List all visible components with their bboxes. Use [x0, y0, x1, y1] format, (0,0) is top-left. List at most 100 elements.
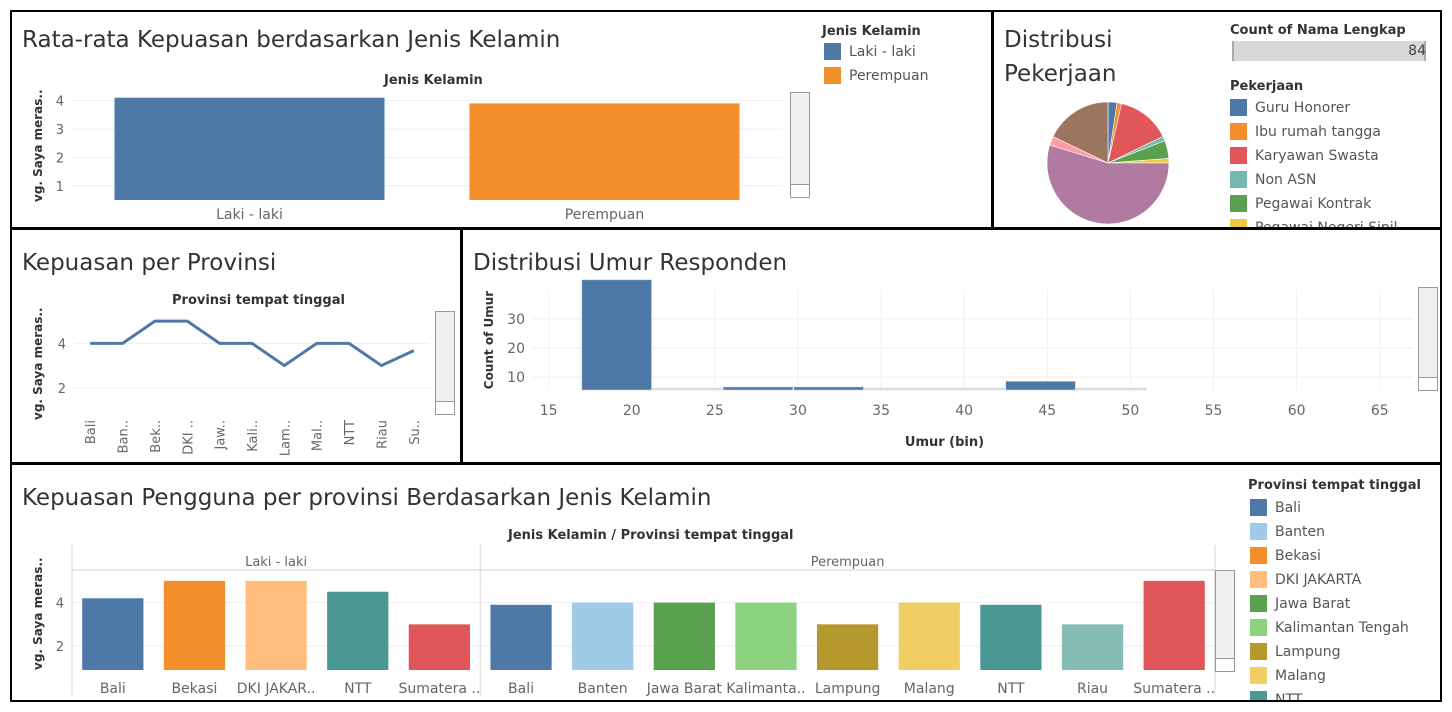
legend-label: Pegawai Negeri Sipil: [1255, 220, 1398, 229]
legend-item[interactable]: Guru Honorer: [1230, 99, 1350, 117]
y-tick-label: 1: [56, 180, 64, 195]
scrollbar-thumb[interactable]: [436, 401, 454, 414]
bar[interactable]: [816, 624, 879, 670]
y-tick-label: 2: [56, 640, 64, 655]
bar[interactable]: [735, 602, 797, 670]
bar-chart-gender[interactable]: 1 2 3 4 vg. Saya meras.. Laki - laki Perempuan: [12, 12, 812, 227]
pie-slice[interactable]: [1046, 144, 1170, 225]
x-tick-label: NTT: [344, 681, 372, 697]
legend-title: Pekerjaan: [1230, 79, 1304, 94]
bar[interactable]: [898, 602, 960, 670]
x-tick-label: 65: [1371, 403, 1389, 419]
histogram-bar[interactable]: [581, 279, 652, 391]
legend-item[interactable]: Banten: [1250, 523, 1325, 541]
legend-label: Non ASN: [1255, 172, 1317, 188]
legend-item[interactable]: Pegawai Kontrak: [1230, 195, 1371, 213]
pie-slice[interactable]: [1107, 103, 1164, 164]
legend-item[interactable]: Bali: [1250, 499, 1301, 517]
legend-label: Perempuan: [849, 68, 929, 84]
y-tick-label: 10: [507, 370, 525, 386]
x-tick-label: 30: [789, 403, 807, 419]
histogram-bar[interactable]: [1005, 381, 1076, 391]
bar[interactable]: [163, 580, 226, 670]
scrollbar-thumb[interactable]: [1216, 658, 1234, 671]
bar[interactable]: [1143, 580, 1205, 670]
legend-item[interactable]: NTT: [1250, 691, 1302, 700]
scrollbar[interactable]: [790, 92, 810, 198]
bar[interactable]: [653, 602, 715, 670]
bar[interactable]: [1061, 624, 1124, 670]
bar[interactable]: [408, 624, 471, 670]
legend-label: Kalimantan Tengah: [1275, 620, 1409, 636]
legend-label: Lampung: [1275, 644, 1341, 660]
legend-swatch: [1250, 571, 1267, 588]
line-chart-province[interactable]: 2 4 vg. Saya meras.. Bali Ban.. Bek.. DKI .. Ja…: [12, 230, 432, 462]
legend-item[interactable]: Jawa Barat: [1250, 595, 1350, 613]
legend-item[interactable]: Kalimantan Tengah: [1250, 619, 1409, 637]
chart-header: Jenis Kelamin: [384, 73, 483, 88]
legend-label: Bekasi: [1275, 548, 1321, 564]
bar[interactable]: [327, 591, 389, 670]
size-legend-title: Count of Nama Lengkap: [1230, 23, 1406, 38]
legend-item[interactable]: Malang: [1250, 667, 1326, 685]
pie-chart-job[interactable]: [994, 12, 1224, 227]
legend-swatch: [1250, 619, 1267, 636]
y-axis-title: Count of Umur: [482, 291, 496, 389]
legend-title: Jenis Kelamin: [822, 24, 921, 39]
histogram-bar[interactable]: [934, 387, 1005, 391]
x-tick-label: DKI JAKAR..: [237, 681, 316, 697]
x-tick-label: Perempuan: [565, 207, 644, 223]
histogram-bar[interactable]: [1076, 387, 1147, 391]
group-header: Laki - laki: [245, 555, 307, 570]
panel-title-line2: Pekerjaan: [1004, 61, 1117, 87]
x-tick-label: Mal..: [311, 420, 326, 451]
chart-header: Provinsi tempat tinggal: [172, 293, 345, 308]
legend-swatch: [1250, 691, 1267, 700]
bar-chart-province-gender[interactable]: 2 4 vg. Saya meras.. Laki - laki Bali Bekasi D…: [12, 465, 1217, 700]
legend-label: Ibu rumah tangga: [1255, 124, 1381, 140]
legend-item[interactable]: Laki - laki: [824, 43, 916, 61]
scrollbar[interactable]: [1215, 570, 1235, 672]
x-tick-label: Bek..: [149, 420, 164, 453]
scrollbar[interactable]: [1418, 287, 1438, 391]
legend-item[interactable]: DKI JAKARTA: [1250, 571, 1361, 589]
x-tick-label: 55: [1205, 403, 1223, 419]
bar[interactable]: [469, 103, 740, 200]
histogram-age[interactable]: 15 20 25 30 35 40 45 50 55 60 65 10 20 30 Count of Umu…: [463, 230, 1423, 462]
histogram-bar[interactable]: [722, 386, 794, 391]
y-tick-label: 4: [56, 95, 64, 110]
bar[interactable]: [980, 604, 1042, 670]
bar[interactable]: [490, 604, 552, 670]
legend-item[interactable]: Ibu rumah tangga: [1230, 123, 1381, 141]
panel-satisfaction-province: Kepuasan per Provinsi Provinsi tempat ti…: [10, 228, 462, 464]
x-tick-label: DKI ..: [181, 420, 196, 455]
panel-job-distribution: Distribusi Pekerjaan Count of Nama Lengk…: [992, 10, 1442, 229]
histogram-bar[interactable]: [864, 387, 935, 391]
histogram-bar[interactable]: [652, 387, 723, 391]
legend-item[interactable]: Bekasi: [1250, 547, 1321, 565]
legend-item[interactable]: Lampung: [1250, 643, 1341, 661]
legend-swatch: [1250, 499, 1267, 516]
legend-item[interactable]: Non ASN: [1230, 171, 1316, 189]
bar[interactable]: [114, 97, 385, 200]
scrollbar-thumb[interactable]: [1419, 377, 1437, 390]
x-tick-label: 35: [872, 403, 890, 419]
pie-slice[interactable]: [1052, 101, 1109, 164]
x-tick-label: 20: [623, 403, 641, 419]
legend-item[interactable]: Pegawai Negeri Sipil: [1230, 219, 1398, 229]
bar[interactable]: [572, 602, 634, 670]
scrollbar-thumb[interactable]: [791, 184, 809, 197]
legend-item[interactable]: Perempuan: [824, 67, 928, 85]
size-legend-bar: [1232, 41, 1426, 61]
bar[interactable]: [82, 598, 144, 670]
histogram-bar[interactable]: [793, 386, 864, 391]
x-tick-label: 60: [1288, 403, 1306, 419]
bar[interactable]: [245, 580, 307, 670]
legend-swatch: [824, 67, 841, 84]
x-tick-label: Sumatera ..: [1133, 681, 1215, 697]
panel-title-line1: Distribusi: [1004, 27, 1113, 53]
legend-item[interactable]: Karyawan Swasta: [1230, 147, 1379, 165]
legend-label: DKI JAKARTA: [1275, 572, 1362, 588]
scrollbar[interactable]: [435, 311, 455, 415]
x-tick-label: Laki - laki: [216, 207, 283, 223]
